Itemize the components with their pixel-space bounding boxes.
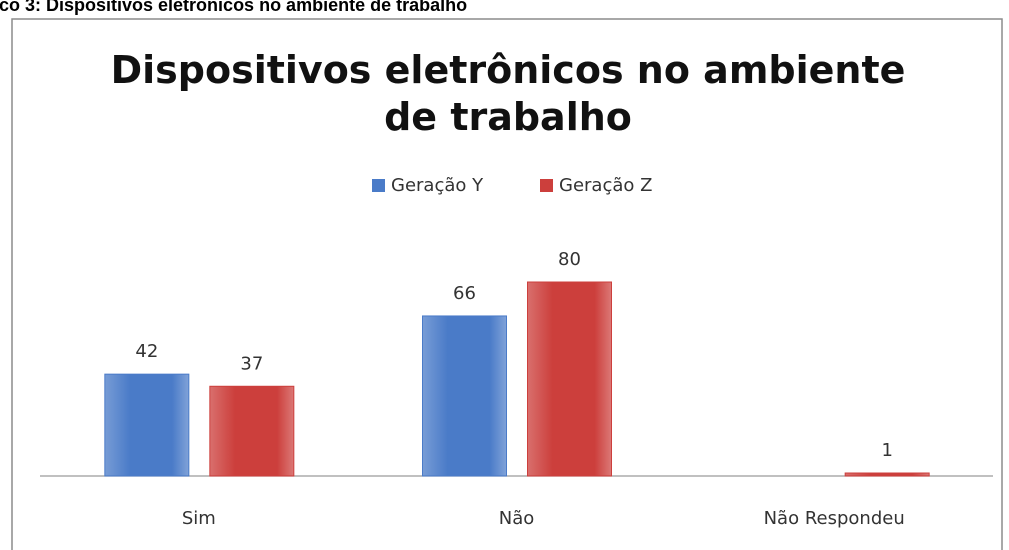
legend-swatch: [372, 179, 385, 192]
data-label: 37: [240, 353, 263, 374]
x-tick-label: Não: [499, 508, 535, 529]
legend-swatch: [540, 179, 553, 192]
bar: [527, 281, 612, 477]
caption: ico 3: Dispositivos eletrônicos no ambie…: [0, 0, 467, 15]
bar: [209, 385, 295, 477]
bar: [844, 472, 930, 477]
x-tick-label: Sim: [182, 508, 216, 529]
data-label: 66: [453, 283, 476, 304]
data-label: 1: [881, 440, 892, 461]
chart-title: Dispositivos eletrônicos no ambiente de t…: [111, 48, 906, 139]
bar: [422, 315, 507, 477]
legend-label: Geração Z: [559, 175, 652, 196]
bar: [104, 373, 190, 477]
data-label: 42: [135, 341, 158, 362]
x-tick-label: Não Respondeu: [764, 508, 905, 529]
legend-label: Geração Y: [391, 175, 484, 196]
data-label: 80: [558, 249, 581, 270]
